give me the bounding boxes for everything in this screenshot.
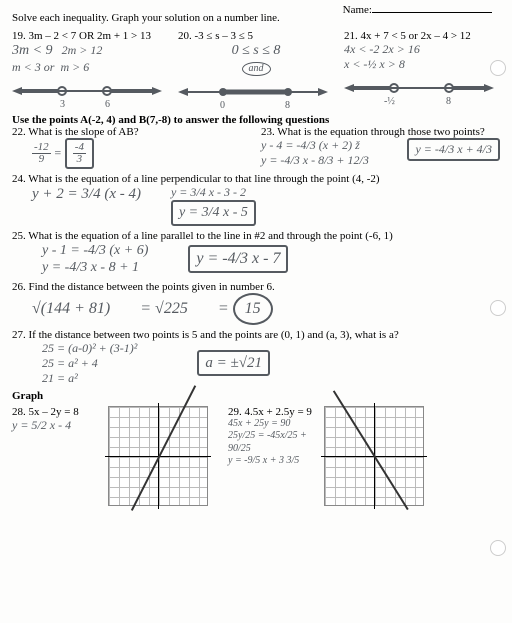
q27-work: 25 = (a-0)² + (3-1)² 25 = a² + 4 21 = a²… — [12, 341, 500, 386]
q19-label: 19. 3m – 2 < 7 OR 2m + 1 > 13 — [12, 30, 168, 42]
q19-work: 3m < 9 2m > 12 m < 3 or m > 6 — [12, 42, 168, 75]
q28-work: y = 5/2 x - 4 — [12, 418, 102, 433]
svg-text:8: 8 — [446, 96, 451, 106]
q27-label: 27. If the distance between two points i… — [12, 329, 500, 341]
svg-text:0: 0 — [220, 100, 225, 110]
name-field: Name: — [343, 4, 492, 16]
q22-work: -129 = -43 — [12, 138, 251, 169]
q22-label: 22. What is the slope of AB? — [12, 126, 251, 138]
svg-text:3: 3 — [60, 99, 65, 109]
q26-work: √(144 + 81) = √225 = 15 — [12, 293, 500, 325]
q23-work: y - 4 = -4/3 (x + 2) ž y = -4/3 x + 4/3 … — [261, 138, 500, 168]
q24-work: y + 2 = 3/4 (x - 4) y = 3/4 x - 3 - 2 y … — [12, 185, 500, 226]
q21-work: 4x < -2 2x > 16 x < -½ x > 8 — [344, 42, 500, 72]
graph-header: Graph — [12, 390, 500, 402]
q25-label: 25. What is the equation of a line paral… — [12, 230, 500, 242]
q29-work: 45x + 25y = 90 25y/25 = -45x/25 + 90/25 … — [228, 418, 318, 468]
q26-label: 26. Find the distance between the points… — [12, 281, 500, 293]
svg-text:6: 6 — [105, 99, 110, 109]
q29-graph — [324, 406, 424, 506]
q24-label: 24. What is the equation of a line perpe… — [12, 173, 500, 185]
q20-numberline: 0 8 — [178, 80, 334, 110]
svg-text:8: 8 — [285, 100, 290, 110]
q29-label: 29. 4.5x + 2.5y = 9 — [228, 406, 318, 418]
q21-label: 21. 4x + 7 < 5 or 2x – 4 > 12 — [344, 30, 500, 42]
q23-label: 23. What is the equation through those t… — [261, 126, 500, 138]
points-header: Use the points A(-2, 4) and B(7,-8) to a… — [12, 114, 500, 126]
q28-label: 28. 5x – 2y = 8 — [12, 406, 102, 418]
q19-numberline: 3 6 — [12, 79, 168, 109]
q28-graph — [108, 406, 208, 506]
q25-work: y - 1 = -4/3 (x + 6) y = -4/3 x - 8 + 1 … — [12, 242, 500, 277]
q20-label: 20. -3 ≤ s – 3 ≤ 5 — [178, 30, 334, 42]
q20-work: 0 ≤ s ≤ 8 and — [178, 42, 334, 76]
svg-text:-½: -½ — [384, 96, 395, 106]
q21-numberline: -½ 8 — [344, 76, 500, 106]
